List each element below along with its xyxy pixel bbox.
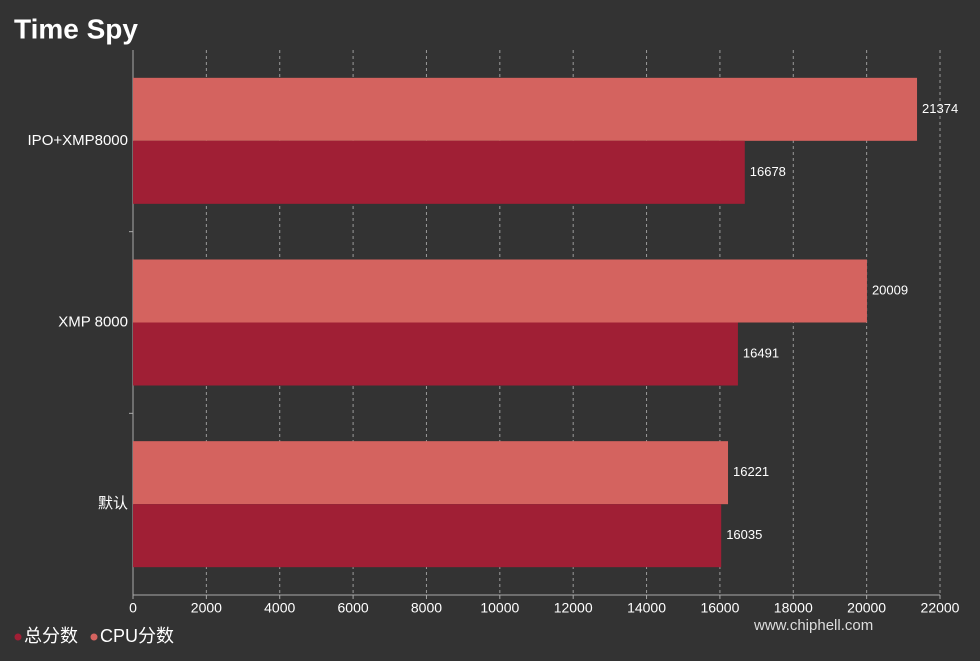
bar	[133, 322, 738, 386]
legend-label: 总分数	[24, 626, 78, 646]
data-label: 16491	[743, 345, 779, 360]
legend-marker	[90, 633, 98, 641]
data-label: 16678	[750, 164, 786, 179]
chart-title: Time Spy	[14, 13, 138, 44]
x-tick-label: 6000	[338, 600, 369, 616]
bar	[133, 259, 867, 323]
y-tick-label: 默认	[98, 495, 128, 512]
bar	[133, 77, 918, 141]
x-tick-label: 20000	[847, 600, 886, 616]
x-tick-label: 18000	[774, 600, 813, 616]
x-tick-label: 4000	[264, 600, 295, 616]
data-label: 21374	[922, 101, 958, 116]
x-tick-label: 2000	[191, 600, 222, 616]
x-tick-label: 22000	[921, 600, 960, 616]
bar	[133, 441, 729, 505]
y-tick-label: XMP 8000	[58, 313, 128, 330]
x-tick-label: 10000	[480, 600, 519, 616]
data-label: 16221	[733, 464, 769, 479]
legend-label: CPU分数	[100, 626, 174, 646]
bar	[133, 504, 722, 568]
data-label: 20009	[872, 282, 908, 297]
bar	[133, 140, 745, 204]
x-tick-label: 0	[129, 600, 137, 616]
legend-marker	[14, 633, 22, 641]
x-tick-label: 8000	[411, 600, 442, 616]
x-tick-label: 12000	[554, 600, 593, 616]
x-tick-label: 16000	[700, 600, 739, 616]
x-tick-label: 14000	[627, 600, 666, 616]
data-label: 16035	[726, 527, 762, 542]
watermark: www.chiphell.com	[753, 617, 873, 634]
y-tick-label: IPO+XMP8000	[28, 132, 128, 149]
